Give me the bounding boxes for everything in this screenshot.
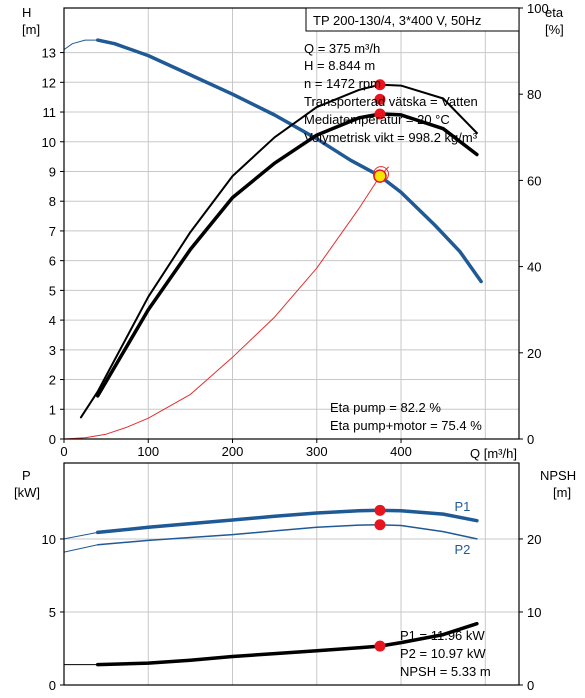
info-liquid: Transporterad vätska = Vatten (304, 94, 478, 109)
bottom-plot-frame (63, 462, 520, 686)
right-tick-label: 20 (527, 532, 541, 547)
bottom-right-axis-ticks: 0 10 20 (519, 532, 541, 693)
model-box (305, 7, 520, 32)
bottom-markers (374, 504, 386, 652)
info-head: H = 8.844 m (304, 58, 375, 73)
left-tick-label: 8 (49, 194, 56, 209)
duty-point-dot (374, 93, 386, 105)
top-left-axis-title: H (22, 5, 31, 20)
system-curve (63, 166, 389, 440)
left-tick-label: 12 (42, 75, 56, 90)
npsh-curve (95, 621, 479, 667)
power-extension-curve (63, 531, 99, 540)
info-eta-pump: Eta pump = 82.2 % (330, 400, 441, 415)
right-tick-label: 0 (527, 678, 534, 693)
duty-point-dot (374, 640, 386, 652)
left-tick-label: 10 (42, 135, 56, 150)
eta-total-curve (95, 112, 479, 398)
bottom-left-axis-unit: [kW] (14, 485, 40, 500)
series-label-p2: P2 (454, 542, 470, 557)
right-tick-label: 60 (527, 173, 541, 188)
x-tick-label: 200 (222, 444, 244, 459)
x-tick-label: 400 (390, 444, 412, 459)
left-tick-label: 13 (42, 46, 56, 61)
top-curves (63, 38, 483, 440)
left-tick-label: 11 (43, 105, 57, 120)
info-temperature: Mediatemperatur = 20 °C (304, 112, 450, 127)
p2-power-curve (96, 524, 478, 546)
bottom-right-axis-title: NPSH (540, 468, 576, 483)
x-tick-label: 0 (60, 444, 67, 459)
power-extension-curve (63, 544, 99, 553)
left-tick-label: 9 (49, 164, 56, 179)
right-tick-label: 40 (527, 260, 541, 275)
left-tick-label: 5 (49, 605, 56, 620)
right-tick-label: 0 (527, 432, 534, 447)
right-tick-label: 80 (527, 87, 541, 102)
duty-point-dot (374, 79, 386, 91)
left-tick-label: 0 (49, 432, 56, 447)
bottom-left-axis-title: P (22, 468, 31, 483)
duty-point-dot (374, 108, 386, 120)
x-axis-label: Q [m³/h] (470, 446, 517, 461)
left-tick-label: 1 (49, 402, 56, 417)
bottom-curves (63, 508, 479, 667)
left-tick-label: 10 (42, 532, 56, 547)
left-tick-label: 3 (49, 343, 56, 358)
info-density: Volymetrisk vikt = 998.2 kg/m³ (304, 130, 478, 145)
x-tick-label: 100 (137, 444, 159, 459)
right-tick-label: 10 (527, 605, 541, 620)
p1-power-curve (95, 508, 479, 535)
right-tick-label: 20 (527, 346, 541, 361)
duty-point-dot (374, 519, 386, 531)
duty-point-dot (374, 504, 386, 516)
info-p2: P2 = 10.97 kW (400, 646, 486, 661)
bottom-grid (64, 463, 519, 685)
top-plot-frame (63, 7, 520, 440)
top-x-axis-ticks: 0 100 200 300 400 (60, 439, 412, 459)
top-right-axis-ticks: 0 20 40 60 80 100 (519, 1, 549, 447)
model-title: TP 200-130/4, 3*400 V, 50Hz (313, 13, 481, 28)
operating-point-marker (373, 169, 387, 183)
right-tick-label: 100 (527, 1, 549, 16)
left-tick-label: 2 (49, 373, 56, 388)
top-markers (372, 79, 389, 183)
info-flow: Q = 375 m³/h (304, 41, 380, 56)
info-npsh: NPSH = 5.33 m (400, 664, 491, 679)
x-tick-label: 300 (306, 444, 328, 459)
head-extension-curve (63, 39, 99, 51)
info-p1: P1 = 11.96 kW (400, 628, 485, 643)
top-right-axis-unit: [%] (545, 22, 564, 37)
left-tick-label: 4 (49, 313, 56, 328)
bottom-panel: P1 P2 0 5 10 0 10 20 P [kW] NPSH [m] P1 = 11.… (14, 462, 576, 693)
bottom-series-labels: P1 P2 (454, 499, 470, 557)
bottom-left-axis-ticks: 0 5 10 (42, 532, 64, 693)
top-left-axis-unit: [m] (22, 22, 40, 37)
left-tick-label: 7 (49, 224, 56, 239)
top-right-axis-title: eta (545, 5, 564, 20)
info-eta-total: Eta pump+motor = 75.4 % (330, 418, 482, 433)
info-speed: n = 1472 rpm (304, 76, 381, 91)
eta-pump-curve (79, 83, 478, 419)
left-tick-label: 6 (49, 254, 56, 269)
bottom-right-axis-unit: [m] (553, 485, 571, 500)
series-label-p1: P1 (454, 499, 470, 514)
head-curve (95, 38, 483, 284)
left-tick-label: 0 (49, 678, 56, 693)
top-grid (64, 8, 519, 439)
left-tick-label: 5 (49, 283, 56, 298)
